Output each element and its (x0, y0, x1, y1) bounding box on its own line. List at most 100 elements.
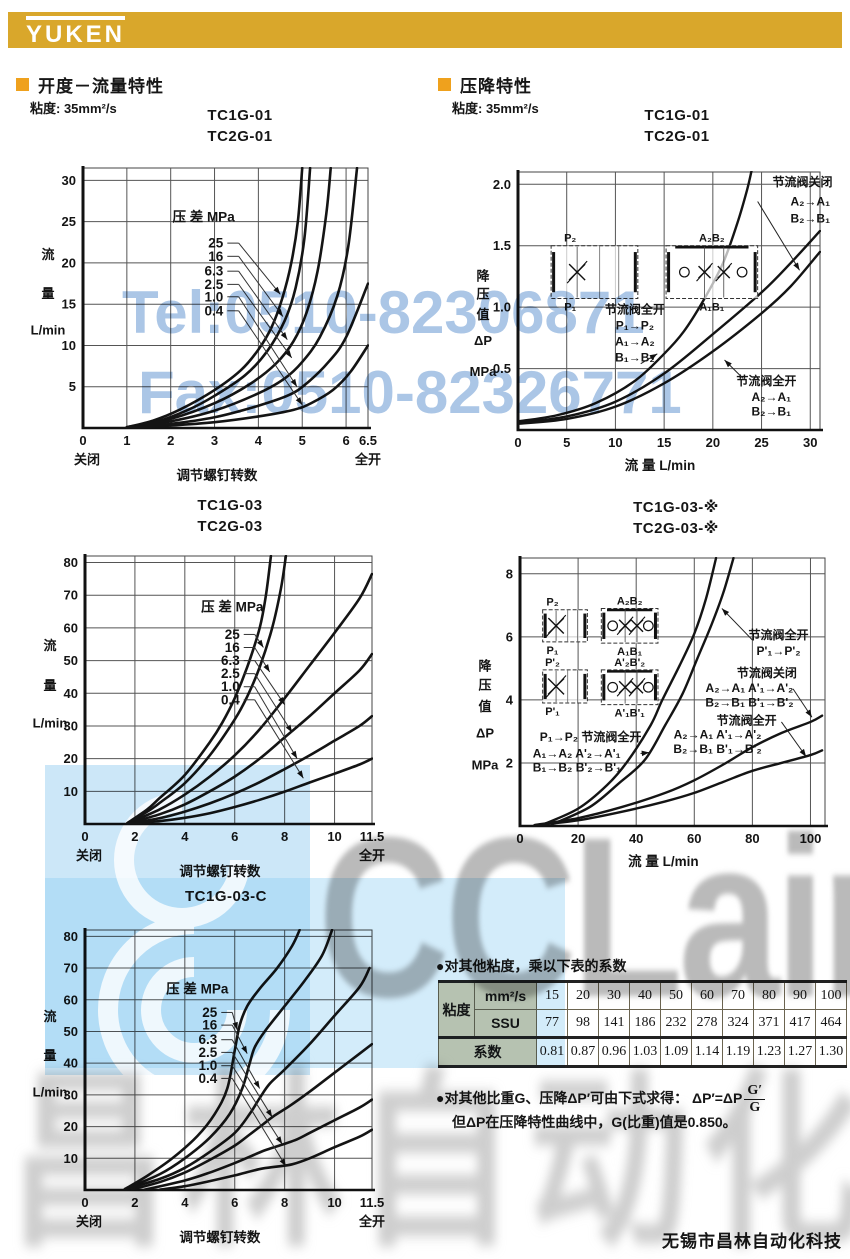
y-tick-label: 10 (64, 1151, 78, 1166)
legend-leader (254, 660, 286, 705)
y-axis-title: 压 (478, 677, 491, 692)
arrowhead-icon (241, 1045, 248, 1054)
y-tick-label: 0.5 (493, 361, 511, 376)
annotation: B₁→B₂ (615, 351, 655, 365)
y-axis-title: ΔP (476, 726, 494, 741)
y-tick-label: 80 (64, 929, 78, 944)
legend-value: 0.4 (205, 303, 224, 318)
x-tick-label: 8 (281, 829, 288, 844)
annotation: 节流阀全开 (605, 302, 665, 317)
x-tick-label: 80 (745, 831, 759, 846)
curve-16 (126, 555, 288, 825)
viscosity-coef-table: 粘度 mm²/s 15 20 30 40 50 60 70 80 90 100 SSU 77 98 141 18… (438, 980, 847, 1068)
y-tick-label: 30 (62, 173, 76, 188)
curve-full-open-AB (533, 749, 824, 827)
chart-title: TC2G-03-※ (633, 520, 719, 537)
x-tick-label: 4 (181, 1195, 189, 1210)
arrowhead-icon (285, 350, 292, 358)
table-cell: 1.09 (660, 1036, 692, 1067)
full-open-label: 全开 (358, 1214, 385, 1229)
x-tick-label: 6.5 (359, 433, 377, 448)
full-open-label: 全开 (354, 452, 381, 467)
legend-value: 2.5 (221, 666, 240, 681)
y-tick-label: 60 (64, 620, 78, 635)
arrowhead-icon (290, 378, 297, 387)
port-label-bottom: A₁B₁ (699, 302, 724, 314)
section-title: 压降特性 (460, 77, 532, 96)
x-tick-label: 4 (181, 829, 189, 844)
valve-schematic: A'₂B'₂ A'₁B'₁ (600, 657, 659, 720)
table-cell: 1.23 (753, 1036, 785, 1067)
legend-value: 2.5 (205, 277, 224, 292)
chart-title: TC1G-01 (644, 107, 710, 124)
arrowhead-icon (290, 750, 298, 759)
table-cell: 0.87 (567, 1036, 599, 1067)
x-tick-label: 0 (79, 433, 86, 448)
legend-value: 6.3 (205, 264, 224, 279)
chart-title: TC1G-03 (197, 497, 263, 514)
annotation: A₁→A₂ A'₂→A'₁ (533, 746, 621, 760)
viscosity-note-left: 粘度: 35mm²/s (30, 101, 117, 116)
x-tick-label: 5 (299, 433, 306, 448)
y-tick-label: 80 (64, 555, 78, 570)
legend-value: 25 (225, 627, 241, 642)
x-tick-label: 8 (281, 1195, 288, 1210)
table-cell: 粘度 (438, 981, 475, 1038)
x-tick-label: 10 (327, 829, 341, 844)
gravity-note-line2: 但ΔP在压降特性曲线中，G(比重)值是0.850。 (452, 1114, 737, 1130)
arrowhead-icon (275, 1136, 283, 1145)
legend-leader (238, 270, 288, 340)
curve-25 (125, 167, 304, 429)
section-bullet-icon (16, 78, 29, 91)
table-cell: 80 (753, 981, 785, 1010)
y-axis-title: 流 (41, 247, 54, 262)
x-tick-label: 10 (608, 435, 622, 450)
y-tick-label: 20 (62, 255, 76, 270)
closed-label: 关闭 (74, 452, 100, 467)
x-tick-label: 6 (231, 1195, 238, 1210)
y-tick-label: 5 (69, 379, 76, 394)
table-row-coeff: 系数 0.81 0.87 0.96 1.03 1.09 1.14 1.19 1.23 1.27 1.… (438, 1036, 847, 1067)
legend-leader (238, 284, 293, 359)
y-tick-label: 50 (64, 1024, 78, 1039)
legend-value: 1.0 (205, 289, 224, 304)
plot-tc1g03x-pressure: 0 20 40 60 80 100 2 4 6 8 流 量 L/min 降压值 ΔP MPa P₂ P₁ A₂B… (472, 556, 828, 869)
table-cell: 186 (629, 1009, 661, 1038)
series-group (533, 557, 824, 827)
x-tick-label: 2 (167, 433, 174, 448)
arrowhead-icon (279, 1158, 286, 1167)
legend-leader (254, 673, 293, 733)
adjust-arrow (545, 675, 567, 698)
check-valve-icon (642, 620, 654, 632)
series-group (126, 555, 373, 825)
x-axis-title: 流 量 L/min (628, 853, 699, 869)
x-axis-title: 调节螺钉转数 (179, 1229, 260, 1245)
annotation: 节流阀关闭 (737, 665, 797, 680)
curve-0.4 (158, 1128, 373, 1191)
table-cell: 60 (691, 981, 723, 1010)
brand-banner: YUKEN (8, 12, 842, 48)
y-axis-title: 流 (43, 638, 56, 653)
x-tick-label: 0 (514, 435, 521, 450)
y-tick-label: 50 (64, 653, 78, 668)
table-cell: 232 (660, 1009, 692, 1038)
chart-title: TC2G-01 (207, 128, 273, 145)
annotation: A₂→A₁ (751, 390, 791, 404)
check-valve-icon (642, 681, 654, 693)
y-axis-title: 降 (476, 268, 490, 283)
y-axis-title: 量 (41, 286, 54, 301)
valve-schematic: A₂B₂ A₁B₁ (665, 233, 759, 314)
curve-2.5 (125, 167, 359, 429)
table-cell: 100 (815, 981, 847, 1010)
leader-line (757, 201, 800, 271)
annotation: 节流阀全开 (717, 712, 777, 727)
x-tick-label: 20 (706, 435, 720, 450)
y-axis-title: L/min (33, 716, 68, 731)
y-axis-title: 值 (476, 307, 489, 322)
arrowhead-icon (793, 262, 800, 271)
closed-label: 关闭 (76, 848, 102, 863)
table-cell: 15 (536, 981, 568, 1010)
